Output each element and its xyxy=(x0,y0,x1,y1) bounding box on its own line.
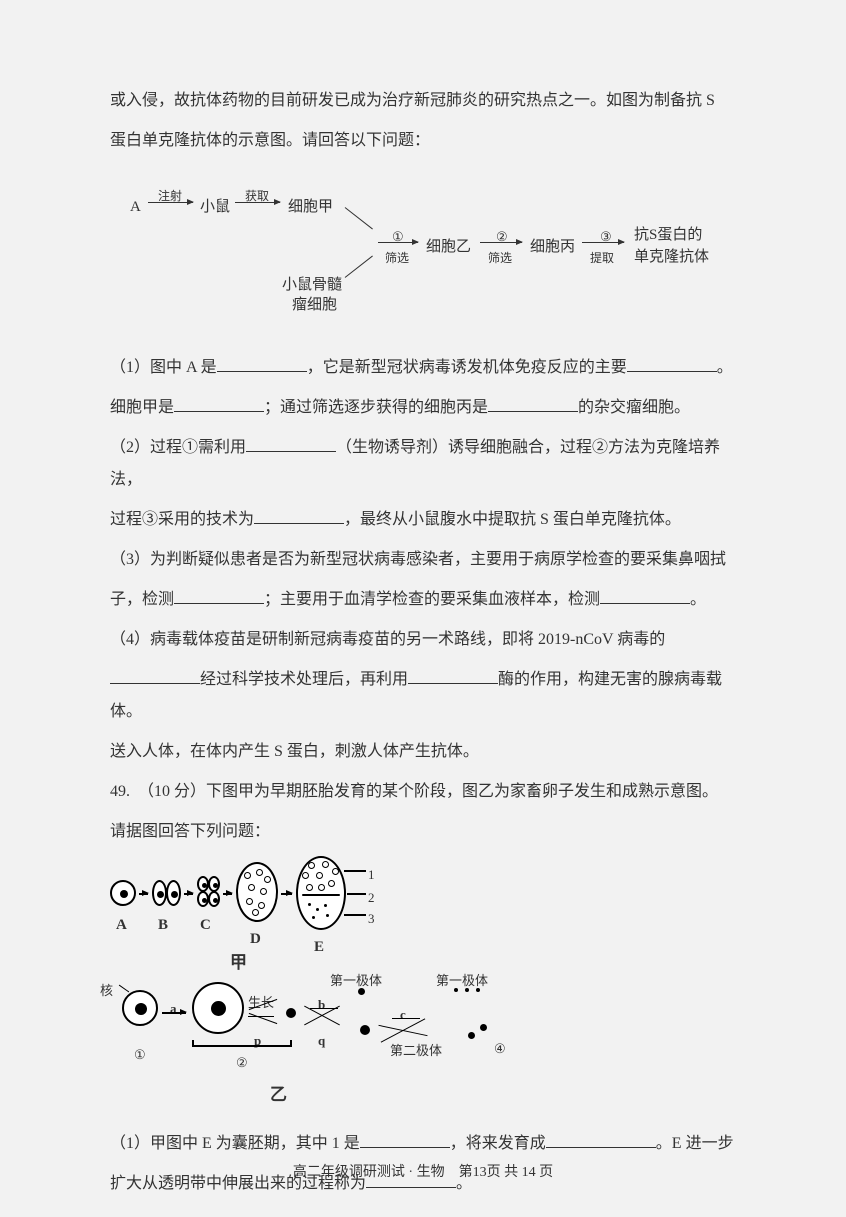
q4-pre: （4）病毒载体疫苗是研制新冠病毒疫苗的另一术路线，即将 2019-nCoV 病毒… xyxy=(110,631,665,648)
blank[interactable] xyxy=(174,588,264,604)
circ-2: ② xyxy=(236,1050,248,1076)
q3-line1: （3）为判断疑似患者是否为新型冠状病毒感染者，主要用于病原学检查的要采集鼻咽拭 xyxy=(110,544,746,576)
intro-line2: 蛋白单克隆抗体的示意图。请回答以下问题： xyxy=(110,125,746,157)
q4-line1: （4）病毒载体疫苗是研制新冠病毒疫苗的另一术路线，即将 2019-nCoV 病毒… xyxy=(110,624,746,656)
blank[interactable] xyxy=(217,356,307,372)
q1-l2mid: ；通过筛选逐步获得的细胞丙是 xyxy=(264,399,488,416)
lbl-C: C xyxy=(200,910,211,940)
q1-pre: （1）图中 A 是 xyxy=(110,359,217,376)
q49-line1: 49. （10 分）下图甲为早期胚胎发育的某个阶段，图乙为家畜卵子发生和成熟示意… xyxy=(110,776,746,808)
page-footer: 高二年级调研测试 · 生物 第13页 共 14 页 xyxy=(0,1159,846,1187)
q2-line2: 过程③采用的技术为 ，最终从小鼠腹水中提取抗 S 蛋白单克隆抗体。 xyxy=(110,504,746,536)
lbl-B: B xyxy=(158,910,168,940)
label-obtain: 获取 xyxy=(245,184,269,208)
q2-line1: （2）过程①需利用（生物诱导剂）诱导细胞融合，过程②方法为克隆培养法， xyxy=(110,432,746,496)
q491-line1: （1）甲图中 E 为囊胚期，其中 1 是 ，将来发育成 。E 进一步 xyxy=(110,1128,746,1160)
intro-line1: 或入侵，故抗体药物的目前研发已成为治疗新冠肺炎的研究热点之一。如图为制备抗 S xyxy=(110,85,746,117)
q4-l2mid: 经过科学技术处理后，再利用 xyxy=(200,671,408,688)
diagram-cells: 1 2 3 A B C D E 甲 核 a 生长 第一极体 b 第一极体 c p… xyxy=(100,860,746,1120)
lbl-pb2: 第二极体 xyxy=(390,1038,442,1064)
lbl-jia: 甲 xyxy=(230,946,247,980)
q1-mid: ，它是新型冠状病毒诱发机体免疫反应的主要 xyxy=(307,359,627,376)
q2-l2pre: 过程③采用的技术为 xyxy=(110,511,254,528)
ptr-3: 3 xyxy=(368,906,375,932)
lbl-q: q xyxy=(318,1028,325,1054)
q4-line3: 送入人体，在体内产生 S 蛋白，刺激人体产生抗体。 xyxy=(110,736,746,768)
blank[interactable] xyxy=(627,356,717,372)
label-extract: 提取 xyxy=(590,246,614,270)
node-cell-b: 细胞乙 xyxy=(426,232,471,262)
label-inject: 注射 xyxy=(158,184,182,208)
node-cell-a: 细胞甲 xyxy=(288,192,333,222)
blank[interactable] xyxy=(546,1132,656,1148)
lbl-b: b xyxy=(318,992,325,1018)
lbl-pb1b: 第一极体 xyxy=(436,968,488,994)
blank[interactable] xyxy=(246,436,336,452)
q4-line2: 经过科学技术处理后，再利用酶的作用，构建无害的腺病毒载体。 xyxy=(110,664,746,728)
q1-line2: 细胞甲是 ；通过筛选逐步获得的细胞丙是 的杂交瘤细胞。 xyxy=(110,392,746,424)
q491-end: 。E 进一步 xyxy=(656,1135,734,1152)
q3-l2pre: 子，检测 xyxy=(110,591,174,608)
q3-l2end: 。 xyxy=(690,591,706,608)
label-screen2: 筛选 xyxy=(488,246,512,270)
q2-l2end: ，最终从小鼠腹水中提取抗 S 蛋白单克隆抗体。 xyxy=(344,511,681,528)
diagram-flowchart: A 注射 小鼠 获取 细胞甲 小鼠骨髓 瘤细胞 ① 筛选 细胞乙 ② 筛选 细胞… xyxy=(130,172,746,322)
label-screen1: 筛选 xyxy=(385,246,409,270)
node-mouse: 小鼠 xyxy=(200,192,230,222)
q1-line1: （1）图中 A 是 ，它是新型冠状病毒诱发机体免疫反应的主要 。 xyxy=(110,352,746,384)
q1-l2pre: 细胞甲是 xyxy=(110,399,174,416)
lbl-yi: 乙 xyxy=(270,1078,287,1112)
blank[interactable] xyxy=(174,396,264,412)
q491-mid: ，将来发育成 xyxy=(450,1135,546,1152)
node-tumor: 瘤细胞 xyxy=(292,290,337,320)
q3-line2: 子，检测 ；主要用于血清学检查的要采集血液样本，检测 。 xyxy=(110,584,746,616)
q3-pre: （3）为判断疑似患者是否为新型冠状病毒感染者，主要用于病原学检查的要采集鼻咽拭 xyxy=(110,551,726,568)
lbl-A: A xyxy=(116,910,127,940)
lbl-c: c xyxy=(400,1002,406,1028)
blank[interactable] xyxy=(360,1132,450,1148)
node-output2: 单克隆抗体 xyxy=(634,242,709,272)
lbl-pb1a: 第一极体 xyxy=(330,968,382,994)
lbl-he: 核 xyxy=(100,978,113,1004)
lbl-p: p xyxy=(254,1028,261,1054)
circ-1: ① xyxy=(134,1042,146,1068)
q491-pre: （1）甲图中 E 为囊胚期，其中 1 是 xyxy=(110,1135,360,1152)
lbl-D: D xyxy=(250,924,261,954)
lbl-a: a xyxy=(170,996,177,1022)
blank[interactable] xyxy=(254,508,344,524)
q1-l2end: 的杂交瘤细胞。 xyxy=(578,399,690,416)
q2-pre: （2）过程①需利用 xyxy=(110,439,246,456)
blank[interactable] xyxy=(110,668,200,684)
blank[interactable] xyxy=(408,668,498,684)
node-A: A xyxy=(130,192,141,222)
blank[interactable] xyxy=(488,396,578,412)
lbl-E: E xyxy=(314,932,324,962)
circ-4: ④ xyxy=(494,1036,506,1062)
q1-end: 。 xyxy=(717,359,733,376)
q49-line2: 请据图回答下列问题： xyxy=(110,816,746,848)
blank[interactable] xyxy=(600,588,690,604)
node-cell-c: 细胞丙 xyxy=(530,232,575,262)
q3-l2mid: ；主要用于血清学检查的要采集血液样本，检测 xyxy=(264,591,600,608)
